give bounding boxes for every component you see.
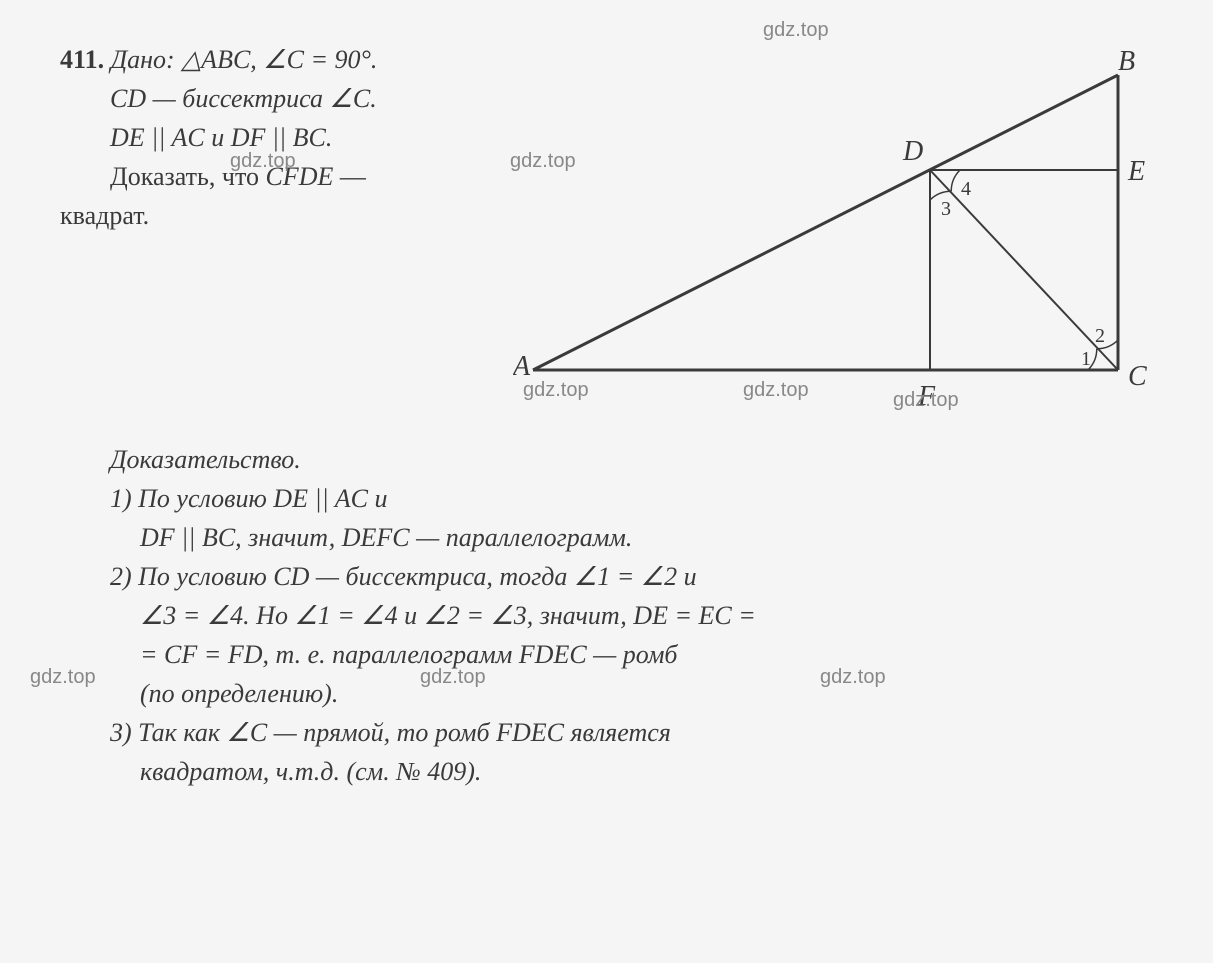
problem-line-5: квадрат. bbox=[60, 196, 493, 235]
proof-step-1: 1) По условию DE || AC и DF || BC, значи… bbox=[110, 479, 1153, 557]
svg-text:4: 4 bbox=[961, 178, 971, 200]
svg-text:1: 1 bbox=[1081, 348, 1091, 370]
svg-text:C: C bbox=[1128, 361, 1147, 392]
geometry-svg: A B C D E F 12 34 bbox=[513, 40, 1153, 420]
svg-text:E: E bbox=[1127, 156, 1145, 187]
svg-text:A: A bbox=[513, 351, 531, 382]
svg-text:2: 2 bbox=[1095, 325, 1105, 347]
proof-step-2: 2) По условию CD — биссектриса, тогда ∠1… bbox=[110, 557, 1153, 713]
svg-text:F: F bbox=[917, 381, 936, 412]
svg-text:B: B bbox=[1118, 46, 1135, 77]
watermark: gdz.top bbox=[60, 662, 96, 692]
problem-line-2: CD — биссектриса ∠C. bbox=[110, 79, 493, 118]
problem-line-4: Доказать, что CFDE — bbox=[110, 157, 493, 196]
problem-number: 411. bbox=[60, 45, 104, 74]
proof-label: Доказательство. bbox=[110, 440, 1153, 479]
triangle-diagram: gdz.top ABCDEF1234 gdz.top gdz.top gdz.t… bbox=[513, 40, 1153, 420]
svg-text:3: 3 bbox=[941, 198, 951, 220]
svg-text:D: D bbox=[902, 136, 923, 167]
problem-line-1: 411. Дано: △ABC, ∠C = 90°. bbox=[60, 40, 493, 79]
given-triangle: △ABC, ∠C = 90°. bbox=[181, 45, 377, 74]
problem-line-3: DE || AC и DF || BC. gdz.top gdz.top bbox=[110, 118, 493, 157]
watermark: gdz.top bbox=[850, 662, 886, 692]
proof-step-3: 3) Так как ∠C — прямой, то ромб FDEC явл… bbox=[110, 713, 1153, 791]
given-label: Дано: bbox=[111, 45, 175, 74]
